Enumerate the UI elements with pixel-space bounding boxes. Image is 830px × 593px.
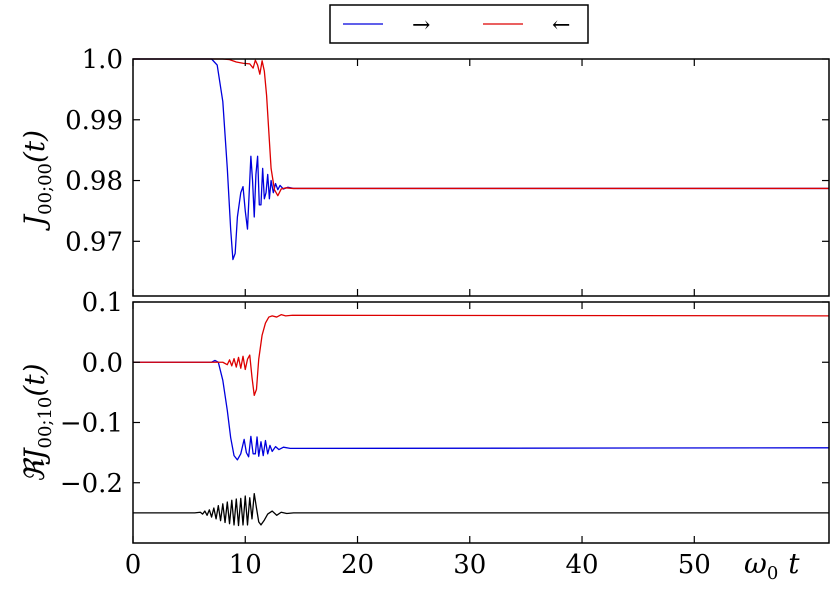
x-tick-label: 10 (229, 550, 262, 580)
legend-label-backward: ← (552, 13, 570, 38)
bottom-series-group (133, 314, 830, 527)
top-y-ticks: 1.0 0.99 0.98 0.97 (65, 45, 829, 257)
top-panel: 1.0 0.99 0.98 0.97 J00;00(t) (18, 45, 830, 297)
top-y-label-main: J (18, 213, 51, 231)
top-series-group (133, 58, 829, 261)
bottom-y-ticks: 0.1 0.0 −0.1 −0.2 (60, 288, 829, 499)
bottom-series-line-2 (133, 492, 829, 527)
x-label-var: t (788, 547, 800, 580)
bottom-y-label-main: ℜJ (18, 447, 51, 483)
top-series-line-0 (133, 58, 829, 261)
top-y-tick-label: 0.97 (65, 227, 123, 257)
x-label-main: ω (744, 547, 767, 580)
top-y-axis-label: J00;00(t) (18, 130, 56, 231)
bottom-x-ticks: 0 10 20 30 40 50 (125, 302, 711, 580)
x-tick-label: 30 (453, 550, 486, 580)
bottom-y-tick-label: 0.0 (82, 348, 123, 378)
bottom-y-tick-label: −0.2 (60, 469, 123, 499)
top-y-label-sub: 00;00 (35, 163, 56, 215)
x-tick-label: 40 (565, 550, 598, 580)
bottom-y-axis-label: ℜJ00;10(t) (18, 364, 56, 483)
legend-label-forward: → (412, 13, 430, 38)
bottom-y-label-sub: 00;10 (35, 397, 56, 449)
x-label-sub: 0 (767, 563, 778, 584)
top-y-label-arg: (t) (18, 130, 51, 163)
top-plot-frame (132, 58, 830, 297)
x-axis-label: ω0 t (744, 547, 800, 584)
bottom-series-line-0 (133, 359, 830, 461)
top-y-tick-label: 0.98 (65, 167, 123, 197)
x-tick-label: 20 (341, 550, 374, 580)
top-y-tick-label: 0.99 (65, 106, 123, 136)
top-y-tick-label: 1.0 (82, 45, 123, 75)
bottom-panel: 0.10.0−0.1−0.2 0 10 20 30 40 50 ℜJ00;10(t) ω0… (18, 288, 830, 584)
legend: → ← (329, 4, 589, 44)
top-series-line-1 (133, 58, 829, 197)
bottom-y-label-arg: (t) (18, 364, 51, 397)
x-tick-label: 50 (678, 550, 711, 580)
bottom-y-tick-label: 0.1 (82, 288, 123, 318)
top-x-ticks (132, 59, 695, 296)
x-tick-label: 0 (125, 550, 142, 580)
bottom-y-tick-label: −0.1 (60, 409, 123, 439)
bottom-series-line-1 (133, 314, 830, 397)
